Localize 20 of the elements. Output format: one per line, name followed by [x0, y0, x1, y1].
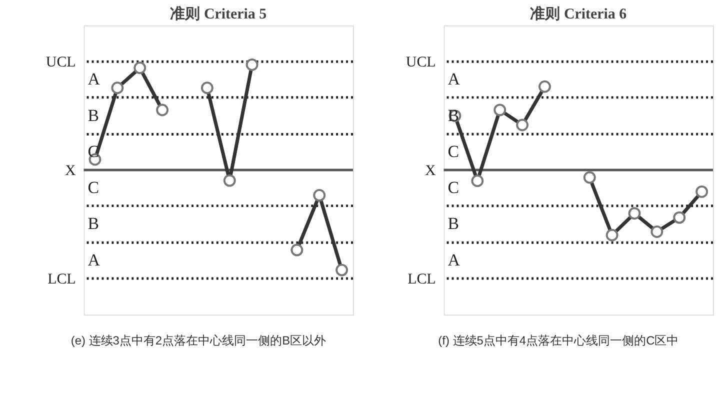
ref-line-label: X — [424, 163, 436, 180]
ref-line-label: UCL — [46, 54, 76, 71]
annotation: B — [88, 106, 100, 125]
annotation: C — [448, 142, 460, 162]
annotation: C — [448, 178, 460, 197]
annotation: A — [88, 250, 101, 270]
text: (e) 连续3点中有2点落在中心线同一侧的B区以外 — [70, 334, 326, 348]
annotation: A — [448, 69, 461, 88]
text: (f) 连续5点中有4点落在中心线同一侧的C区中 — [438, 334, 679, 348]
annotation: B — [88, 214, 100, 234]
annotation: C — [88, 178, 100, 197]
annotation: B — [448, 214, 460, 234]
ref-line-label: UCL — [406, 54, 436, 71]
annotation: A — [88, 69, 101, 88]
ref-line-label: X — [64, 163, 76, 180]
ref-line-label: LCL — [48, 271, 76, 288]
text: A — [448, 250, 461, 270]
chart-title: 准则 Criteria 6 — [530, 5, 628, 22]
ref-line-label: LCL — [408, 271, 436, 288]
chart-title: 准则 Criteria 5 — [170, 5, 267, 22]
